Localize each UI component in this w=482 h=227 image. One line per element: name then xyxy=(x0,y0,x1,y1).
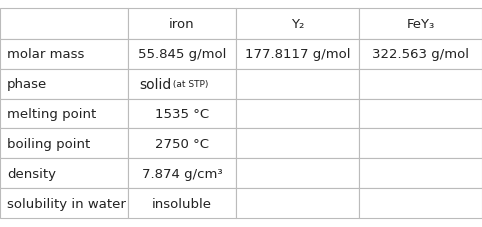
Text: 55.845 g/mol: 55.845 g/mol xyxy=(138,48,226,61)
Bar xyxy=(0,158,128,188)
Text: Y₂: Y₂ xyxy=(291,18,304,31)
Bar xyxy=(359,69,482,99)
Bar xyxy=(236,9,359,39)
Bar xyxy=(236,69,359,99)
Text: molar mass: molar mass xyxy=(7,48,85,61)
Bar xyxy=(0,9,128,39)
Text: density: density xyxy=(7,167,56,180)
Text: boiling point: boiling point xyxy=(7,137,91,150)
Text: iron: iron xyxy=(169,18,195,31)
Bar xyxy=(128,39,236,69)
Text: 2750 °C: 2750 °C xyxy=(155,137,209,150)
Bar xyxy=(128,129,236,158)
Text: FeY₃: FeY₃ xyxy=(406,18,435,31)
Bar xyxy=(359,9,482,39)
Bar xyxy=(236,129,359,158)
Bar xyxy=(236,99,359,129)
Bar xyxy=(359,39,482,69)
Bar xyxy=(128,188,236,218)
Text: solubility in water: solubility in water xyxy=(7,197,126,210)
Bar xyxy=(128,69,236,99)
Bar xyxy=(128,158,236,188)
Bar xyxy=(0,188,128,218)
Bar xyxy=(0,129,128,158)
Text: insoluble: insoluble xyxy=(152,197,212,210)
Bar xyxy=(236,188,359,218)
Bar xyxy=(128,9,236,39)
Bar xyxy=(0,39,128,69)
Bar xyxy=(0,99,128,129)
Bar xyxy=(128,99,236,129)
Text: (at STP): (at STP) xyxy=(170,80,208,89)
Bar xyxy=(359,99,482,129)
Text: melting point: melting point xyxy=(7,107,96,121)
Bar xyxy=(0,69,128,99)
Bar xyxy=(359,129,482,158)
Text: phase: phase xyxy=(7,78,48,91)
Text: solid: solid xyxy=(140,77,172,91)
Text: 7.874 g/cm³: 7.874 g/cm³ xyxy=(142,167,222,180)
Text: 322.563 g/mol: 322.563 g/mol xyxy=(372,48,469,61)
Bar xyxy=(359,158,482,188)
Bar xyxy=(359,188,482,218)
Text: 177.8117 g/mol: 177.8117 g/mol xyxy=(245,48,350,61)
Bar xyxy=(236,39,359,69)
Bar xyxy=(236,158,359,188)
Text: 1535 °C: 1535 °C xyxy=(155,107,209,121)
